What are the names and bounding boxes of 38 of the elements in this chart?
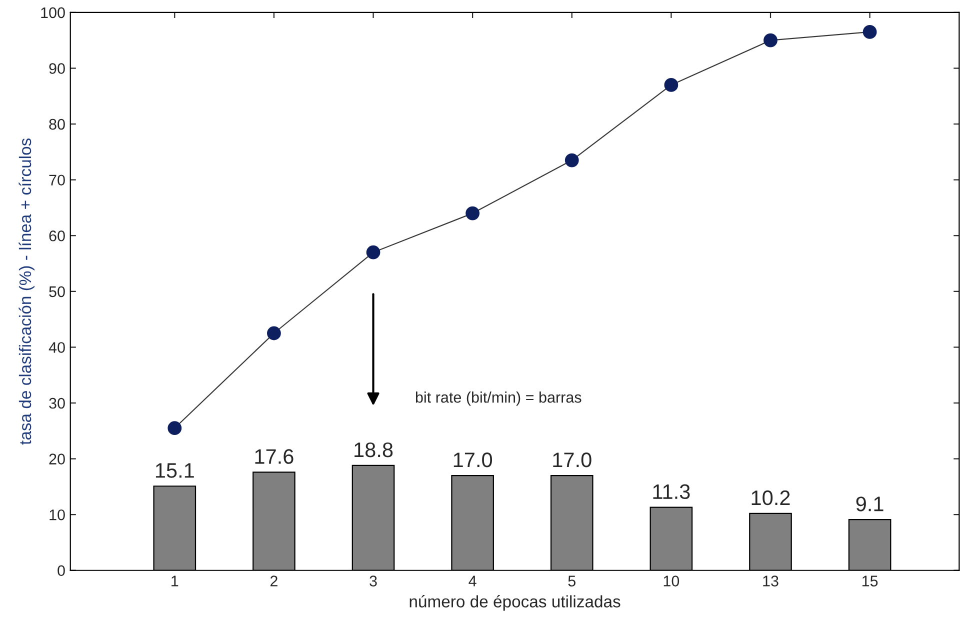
y-tick-label: 50 (49, 286, 65, 298)
data-label: 17.6 (255, 449, 294, 464)
x-tick-label: 2 (270, 576, 278, 586)
x-tick-label: 13 (763, 576, 778, 586)
y-tick-label: 80 (49, 118, 65, 130)
point (366, 245, 380, 260)
y-tick-label: 100 (41, 7, 65, 18)
y-tick-label: 0 (58, 565, 65, 576)
data-label: 17.0 (553, 452, 592, 468)
y-tick-label: 70 (49, 174, 65, 186)
x-axis-title: número de épocas utilizadas (410, 595, 620, 611)
x-tick-label: 10 (664, 576, 680, 586)
y-tick-label: 40 (48, 342, 65, 353)
point (862, 25, 877, 39)
x-tick-label: 3 (370, 576, 377, 586)
data-label: 9.1 (856, 496, 884, 512)
y-tick-label: 30 (49, 398, 65, 409)
data-label: 17.0 (454, 452, 492, 468)
data-label: 10.2 (752, 490, 790, 506)
y-tick-label: 60 (49, 230, 65, 242)
data-label: 11.3 (653, 484, 690, 500)
y-axis-title: tasa de clasificación (%) - línea + círculos (18, 138, 34, 445)
point (564, 153, 579, 168)
point (764, 33, 778, 48)
x-tick-label: 15 (862, 576, 878, 586)
point (466, 206, 480, 220)
y-tick-label: 90 (49, 63, 65, 74)
point (168, 421, 182, 436)
point (664, 78, 678, 92)
x-tick-label: 5 (568, 576, 576, 586)
x-tick-label: 1 (172, 576, 178, 586)
data-label: 15.1 (156, 463, 194, 478)
point (267, 326, 281, 340)
x-tick-label: 4 (468, 576, 476, 586)
annotation: bit rate (bit/min) = barras (416, 392, 582, 406)
y-tick-label: 10 (50, 509, 65, 520)
y-tick-label: 20 (49, 454, 65, 464)
data-label: 18.8 (354, 442, 393, 458)
